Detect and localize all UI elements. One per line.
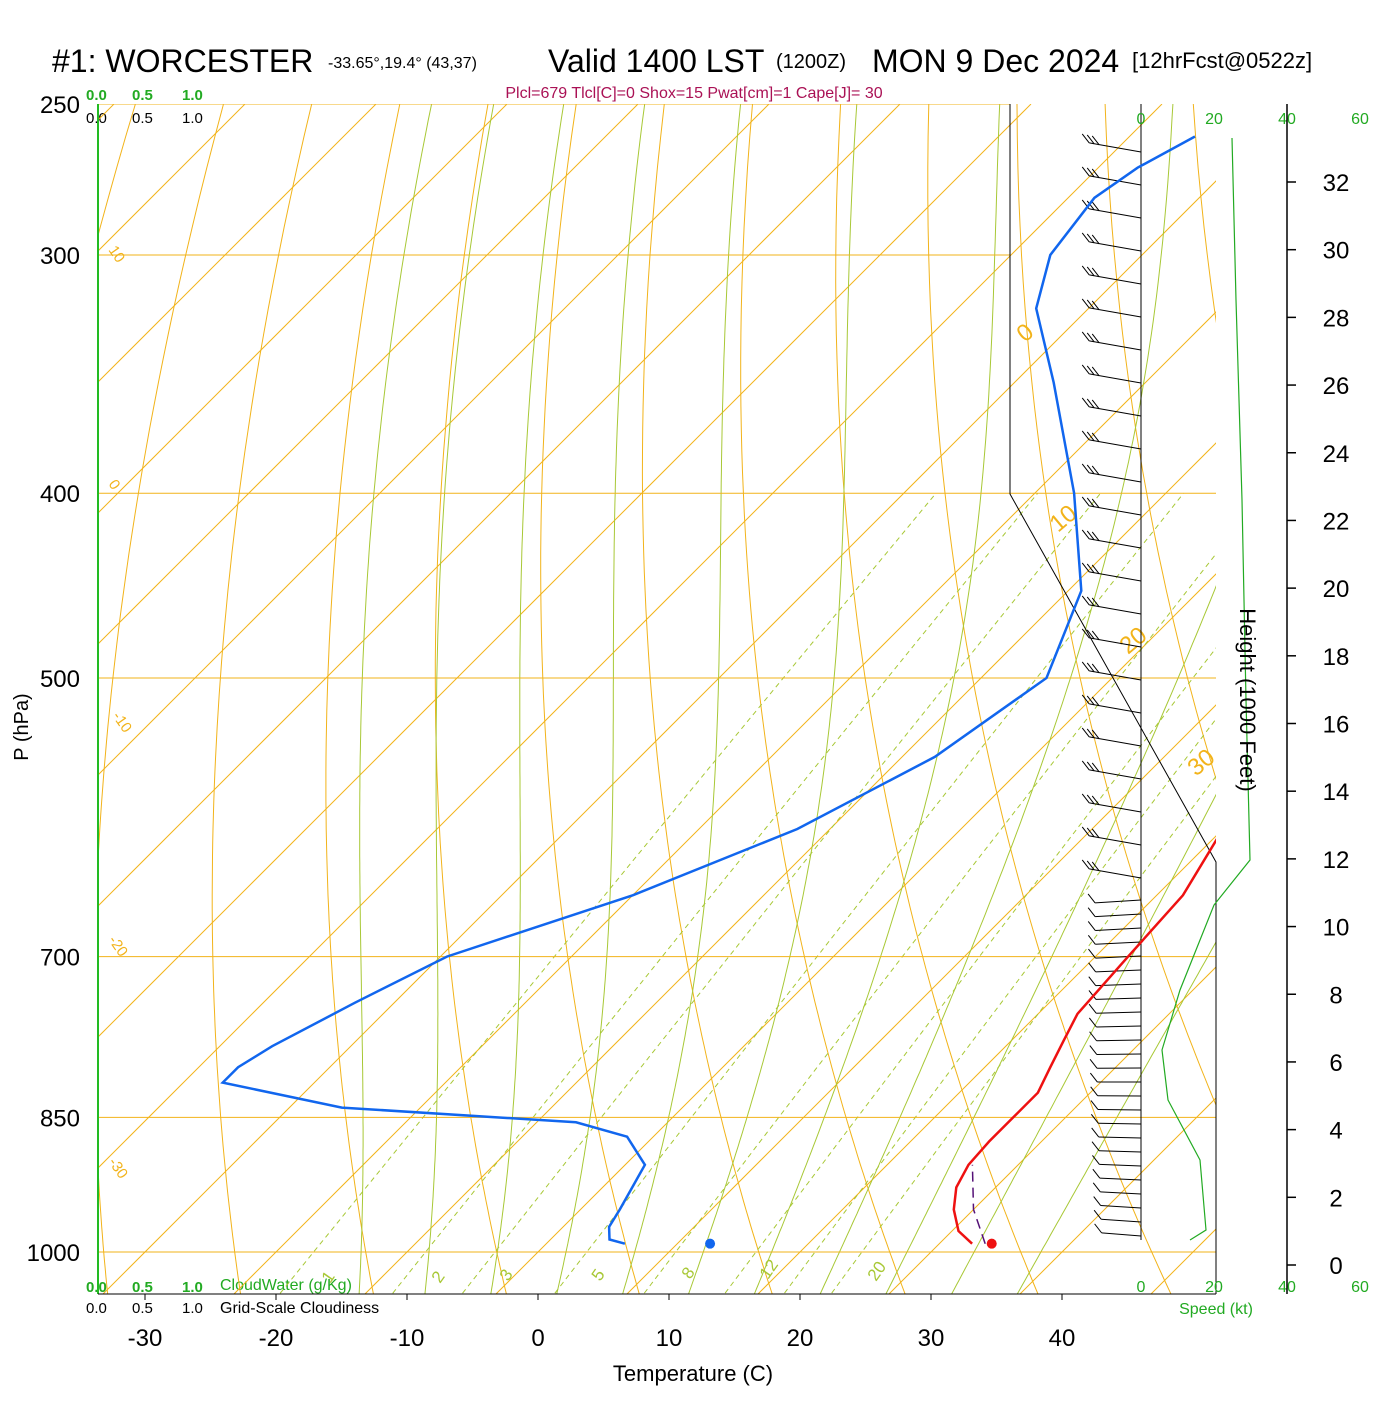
zulu-time: (1200Z): [776, 51, 846, 73]
speed-bottom-tick: 0: [1137, 1279, 1146, 1296]
cloudiness-top-tick: 0.0: [86, 110, 107, 127]
forecast-info: [12hrFcst@0522z]: [1132, 48, 1312, 73]
pressure-tick-label: 850: [40, 1105, 80, 1132]
temperature-tick-label: 30: [918, 1325, 945, 1352]
height-tick-label: 0: [1329, 1253, 1342, 1280]
height-tick-label: 2: [1329, 1185, 1342, 1212]
height-tick-label: 18: [1323, 644, 1350, 671]
height-tick-label: 6: [1329, 1050, 1342, 1077]
station-coords: -33.65°,19.4° (43,37): [328, 55, 477, 72]
cloudiness-top-tick: 0.5: [132, 110, 153, 127]
height-tick-label: 28: [1323, 305, 1350, 332]
temperature-tick-label: 0: [531, 1325, 544, 1352]
height-tick-label: 4: [1329, 1118, 1342, 1145]
pressure-tick-label: 300: [40, 243, 80, 270]
valid-date: MON 9 Dec 2024: [872, 43, 1119, 79]
speed-top-tick: 20: [1205, 111, 1223, 128]
height-tick-label: 24: [1323, 441, 1350, 468]
cloudwater-bottom-tick: 1.0: [182, 1279, 203, 1296]
temperature-tick-label: 40: [1049, 1325, 1076, 1352]
temperature-tick-label: 10: [656, 1325, 683, 1352]
surface-dewpoint-point: [705, 1239, 715, 1249]
cloudiness-bottom-tick: 0.5: [132, 1300, 153, 1317]
cloudwater-top-tick: 0.5: [132, 87, 153, 104]
surface-temperature-point: [987, 1239, 997, 1249]
speed-bottom-tick: 60: [1351, 1279, 1369, 1296]
valid-time: Valid 1400 LST: [548, 43, 764, 79]
height-tick-label: 22: [1323, 508, 1350, 535]
pressure-tick-label: 700: [40, 945, 80, 972]
height-tick-label: 20: [1323, 576, 1350, 603]
height-tick-label: 32: [1323, 170, 1350, 197]
cloudiness-top-tick: 1.0: [182, 110, 203, 127]
height-tick-label: 8: [1329, 982, 1342, 1009]
height-axis-label: Height (1000 Feet): [1235, 608, 1260, 791]
height-tick-label: 16: [1323, 712, 1350, 739]
cloudwater-top-tick: 0.0: [86, 87, 107, 104]
wind-barb: [1097, 1054, 1141, 1055]
cloudiness-bottom-tick: 1.0: [182, 1300, 203, 1317]
speed-top-tick: 0: [1137, 111, 1146, 128]
cloudwater-top-tick: 1.0: [182, 87, 203, 104]
temperature-tick-label: 20: [787, 1325, 814, 1352]
speed-top-tick: 60: [1351, 111, 1369, 128]
temperature-tick-label: -20: [259, 1325, 294, 1352]
height-tick-label: 26: [1323, 373, 1350, 400]
pressure-tick-label: 500: [40, 666, 80, 693]
height-tick-label: 12: [1323, 847, 1350, 874]
temperature-axis-label: Temperature (C): [613, 1361, 773, 1386]
pressure-tick-label: 400: [40, 481, 80, 508]
station-title: #1: WORCESTER: [52, 43, 313, 79]
temperature-tick-label: -30: [128, 1325, 163, 1352]
speed-bottom-tick: 20: [1205, 1279, 1223, 1296]
height-tick-label: 10: [1323, 915, 1350, 942]
height-tick-label: 14: [1323, 779, 1350, 806]
cloudiness-label: Grid-Scale Cloudiness: [220, 1300, 379, 1317]
cloudiness-bottom-tick: 0.0: [86, 1300, 107, 1317]
cloudwater-bottom-tick: 0.5: [132, 1279, 153, 1296]
pressure-axis-label: P (hPa): [11, 693, 33, 760]
pressure-tick-label: 1000: [27, 1240, 80, 1267]
speed-label: Speed (kt): [1179, 1301, 1253, 1318]
sounding-indices: Plcl=679 Tlcl[C]=0 Shox=15 Pwat[cm]=1 Ca…: [505, 85, 882, 102]
height-tick-label: 30: [1323, 238, 1350, 265]
temperature-tick-label: -10: [390, 1325, 425, 1352]
pressure-tick-label: 250: [40, 92, 80, 119]
